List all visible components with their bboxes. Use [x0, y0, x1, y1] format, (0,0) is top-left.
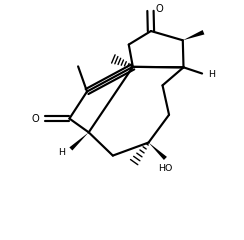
Polygon shape	[183, 30, 204, 40]
Text: H: H	[59, 148, 66, 157]
Text: HO: HO	[158, 164, 173, 173]
Text: O: O	[155, 4, 163, 13]
Polygon shape	[69, 132, 89, 150]
Text: O: O	[31, 114, 39, 124]
Polygon shape	[149, 143, 167, 160]
Text: H: H	[208, 70, 215, 79]
